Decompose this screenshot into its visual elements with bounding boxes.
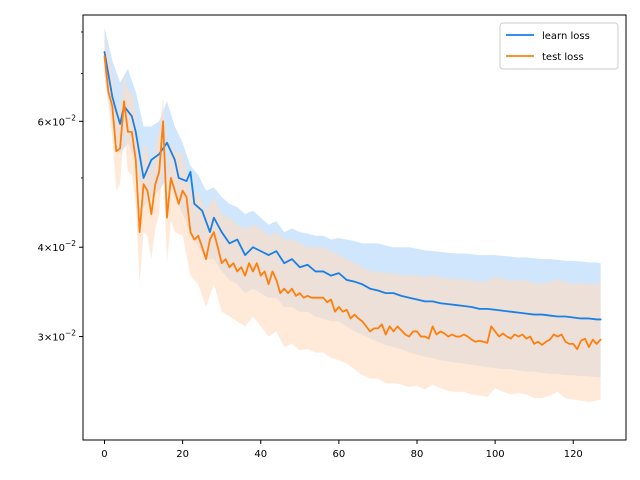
confidence-band-test-loss: [104, 39, 601, 402]
legend-label-test-loss: test loss: [542, 52, 584, 63]
x-tick-label: 0: [101, 449, 107, 460]
axes-frame: [82, 14, 627, 441]
y-tick-label: 4×10−2: [37, 239, 76, 254]
x-tick-label: 60: [333, 449, 346, 460]
series-line-learn-loss: [103, 51, 602, 321]
y-tick-label: 3×10−2: [37, 329, 76, 344]
x-tick-label: 80: [411, 449, 424, 460]
x-tick-label: 20: [176, 449, 189, 460]
y-tick-label: 6×10−2: [37, 113, 76, 128]
series-line-test-loss: [103, 55, 602, 351]
x-tick-label: 120: [564, 449, 583, 460]
x-tick-label: 40: [254, 449, 267, 460]
x-tick-label: 100: [486, 449, 505, 460]
axes: 0 20 40 60 80 100 120 3×10−2 4×10−2 6×10−2: [37, 14, 627, 460]
plot-area: [103, 27, 602, 402]
legend-label-learn-loss: learn loss: [542, 31, 590, 42]
legend: learn loss test loss: [499, 22, 619, 70]
